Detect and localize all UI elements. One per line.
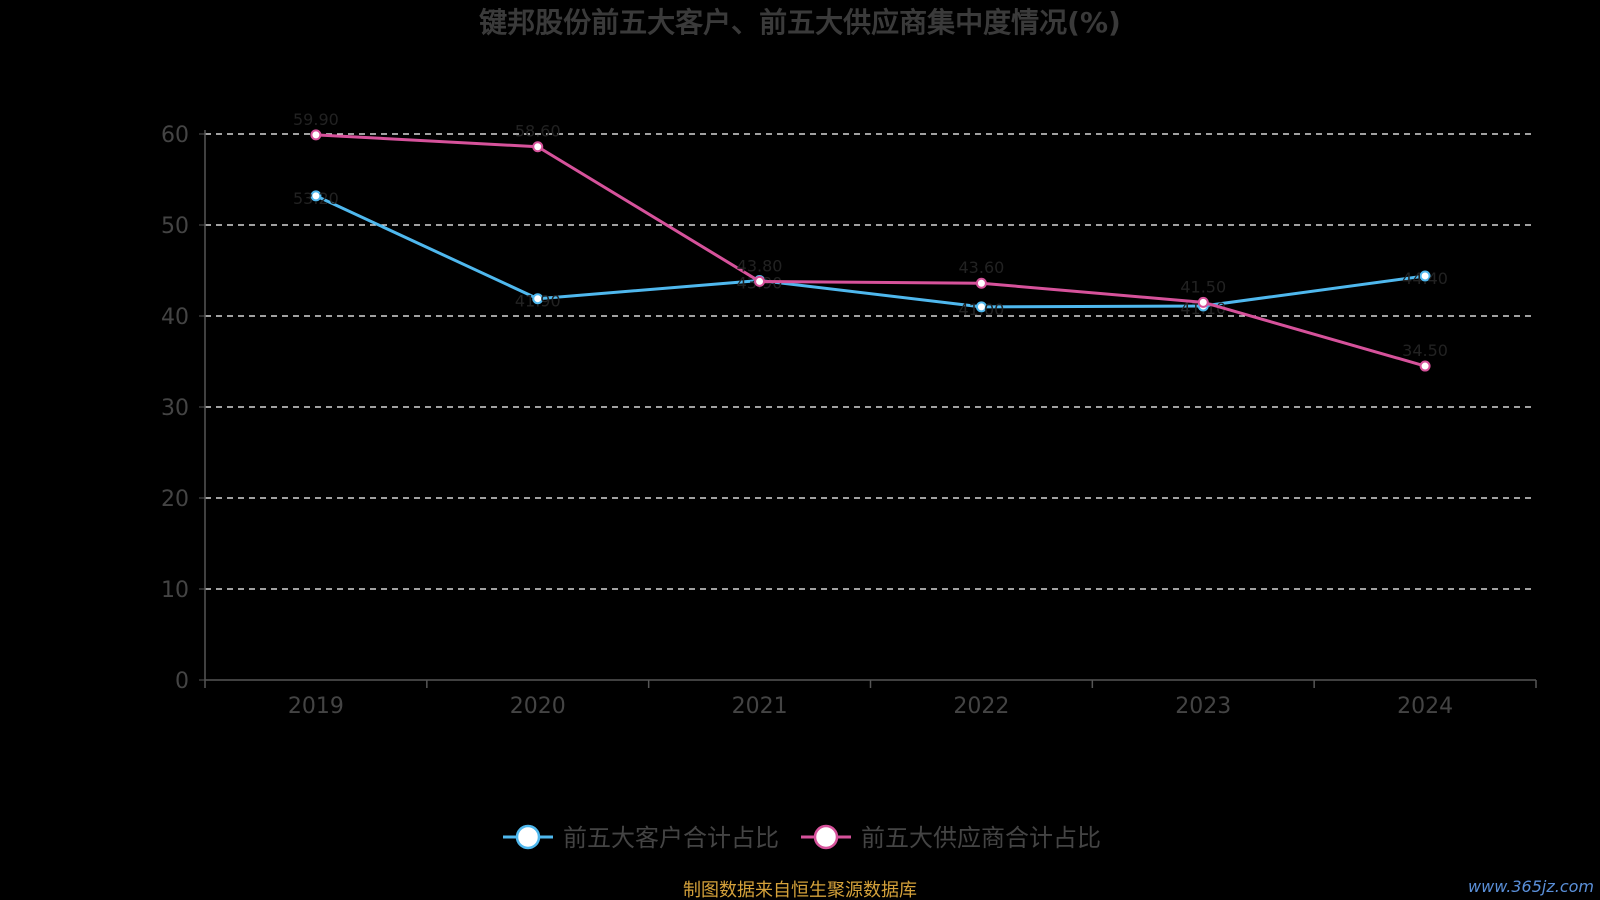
legend-item[interactable]: 前五大客户合计占比 <box>503 824 779 852</box>
legend-item[interactable]: 前五大供应商合计占比 <box>801 824 1101 852</box>
data-label: 43.80 <box>737 256 783 275</box>
data-point[interactable] <box>975 277 987 289</box>
data-point[interactable] <box>1197 296 1209 308</box>
data-label: 58.60 <box>515 122 561 141</box>
x-tick-label: 2023 <box>1175 694 1231 719</box>
data-point[interactable] <box>310 129 322 141</box>
y-tick-label: 10 <box>161 578 189 603</box>
data-point[interactable] <box>975 301 987 313</box>
x-tick-label: 2020 <box>510 694 566 719</box>
chart-title: 键邦股份前五大客户、前五大供应商集中度情况(%) <box>479 6 1121 39</box>
legend-marker <box>813 824 839 850</box>
data-label: 59.90 <box>293 110 339 129</box>
source-note: 制图数据来自恒生聚源数据库 <box>683 880 917 900</box>
series-line <box>315 133 1426 368</box>
data-label: 41.00 <box>959 300 1005 319</box>
legend-label: 前五大供应商合计占比 <box>861 824 1101 852</box>
y-tick-label: 30 <box>161 396 189 421</box>
x-tick-label: 2024 <box>1397 694 1453 719</box>
legend-label: 前五大客户合计占比 <box>563 824 779 852</box>
data-label: 41.10 <box>1180 299 1226 318</box>
data-label: 34.50 <box>1402 341 1448 360</box>
y-tick-label: 40 <box>161 305 189 330</box>
data-point[interactable] <box>754 275 766 287</box>
y-tick-label: 20 <box>161 487 189 512</box>
y-tick-label: 60 <box>161 123 189 148</box>
data-point[interactable] <box>532 141 544 153</box>
series-line <box>315 194 1426 309</box>
data-label: 41.90 <box>515 292 561 311</box>
watermark: www.365jz.com <box>1468 877 1594 896</box>
data-label: 53.20 <box>293 189 339 208</box>
grid <box>205 133 1536 590</box>
x-tick-label: 2019 <box>288 694 344 719</box>
x-tick-label: 2021 <box>732 694 788 719</box>
data-point[interactable] <box>1419 270 1431 282</box>
legend[interactable]: 前五大客户合计占比 前五大供应商合计占比 <box>503 824 1101 852</box>
data-label: 41.50 <box>1180 277 1226 296</box>
data-label: 43.60 <box>959 258 1005 277</box>
y-tick-label: 0 <box>175 669 189 694</box>
series-layer: 53.2041.9043.9041.0041.1044.4059.9058.60… <box>293 110 1448 372</box>
legend-marker <box>515 824 541 850</box>
data-point[interactable] <box>532 293 544 305</box>
data-label: 44.40 <box>1402 269 1448 288</box>
axes: 0 10 20 30 40 50 60 2019 2020 2021 2022 2023 2024 <box>161 123 1537 719</box>
data-point[interactable] <box>1419 360 1431 372</box>
y-tick-label: 50 <box>161 214 189 239</box>
data-point[interactable] <box>310 190 322 202</box>
x-tick-label: 2022 <box>953 694 1009 719</box>
